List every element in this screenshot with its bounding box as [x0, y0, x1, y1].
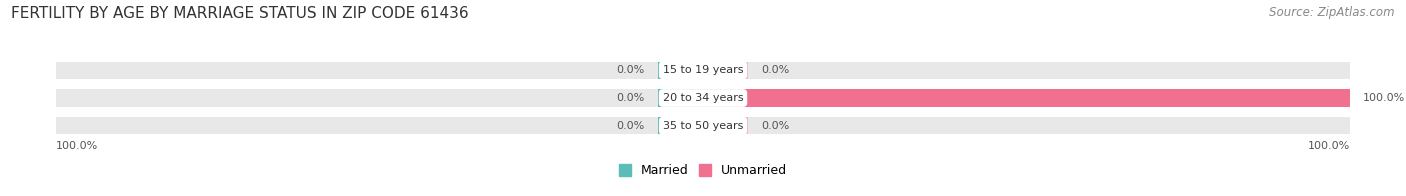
Text: 0.0%: 0.0% — [617, 93, 645, 103]
Bar — [658, 89, 703, 107]
Bar — [703, 89, 1350, 107]
Text: Source: ZipAtlas.com: Source: ZipAtlas.com — [1270, 6, 1395, 19]
Text: FERTILITY BY AGE BY MARRIAGE STATUS IN ZIP CODE 61436: FERTILITY BY AGE BY MARRIAGE STATUS IN Z… — [11, 6, 468, 21]
Text: 20 to 34 years: 20 to 34 years — [662, 93, 744, 103]
Text: 0.0%: 0.0% — [761, 65, 789, 75]
Bar — [56, 62, 1350, 79]
Text: 100.0%: 100.0% — [56, 141, 98, 151]
Text: 100.0%: 100.0% — [1362, 93, 1405, 103]
Text: 0.0%: 0.0% — [761, 121, 789, 131]
Text: 0.0%: 0.0% — [617, 121, 645, 131]
Text: 0.0%: 0.0% — [617, 65, 645, 75]
Bar — [703, 117, 748, 134]
Bar — [658, 62, 703, 79]
Bar — [56, 117, 1350, 134]
Text: 35 to 50 years: 35 to 50 years — [662, 121, 744, 131]
Bar — [658, 117, 703, 134]
Bar — [56, 89, 1350, 107]
Legend: Married, Unmarried: Married, Unmarried — [613, 159, 793, 182]
Text: 15 to 19 years: 15 to 19 years — [662, 65, 744, 75]
Bar — [703, 62, 748, 79]
Text: 100.0%: 100.0% — [1308, 141, 1350, 151]
